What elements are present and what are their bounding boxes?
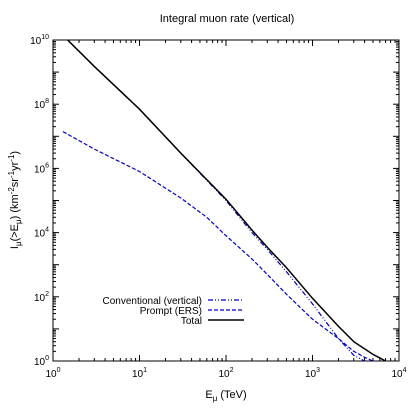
x-tick-label: 104 bbox=[391, 367, 406, 380]
x-tick-label: 101 bbox=[132, 367, 147, 380]
legend: Conventional (vertical)Prompt (ERS)Total bbox=[103, 296, 244, 327]
y-tick-label: 108 bbox=[34, 98, 49, 111]
legend-label: Total bbox=[181, 316, 202, 327]
y-tick-label: 106 bbox=[34, 162, 49, 175]
tick-labels: 100 101 102 103 104 100 102 104 106 108 1010 bbox=[30, 34, 407, 380]
y-tick-label: 102 bbox=[34, 291, 49, 304]
series-line-conventional-vertical bbox=[66, 40, 365, 361]
series-layer bbox=[62, 40, 386, 361]
axis-ticks bbox=[52, 39, 400, 362]
y-axis-label: Iμ(>Eμ) (km-2sr-1yr-1) bbox=[7, 151, 23, 249]
x-tick-label: 103 bbox=[305, 367, 320, 380]
legend-label: Prompt (ERS) bbox=[140, 306, 202, 317]
series-line-prompt-ers bbox=[62, 131, 374, 361]
x-axis-label-main: E bbox=[205, 389, 212, 401]
chart-title: Integral muon rate (vertical) bbox=[160, 13, 295, 25]
y-tick-label: 1010 bbox=[30, 34, 49, 47]
legend-label: Conventional (vertical) bbox=[103, 296, 203, 307]
y-tick-label: 104 bbox=[34, 227, 49, 240]
series-line-total bbox=[66, 40, 386, 361]
plot-frame bbox=[52, 39, 400, 362]
x-axis-label: Eμ (TeV) bbox=[205, 389, 246, 403]
y-tick-label: 100 bbox=[34, 355, 49, 368]
x-tick-label: 102 bbox=[218, 367, 233, 380]
x-axis-label-tail: (TeV) bbox=[217, 389, 246, 401]
x-tick-label: 100 bbox=[45, 367, 60, 380]
x-axis-label-sub: μ bbox=[213, 394, 218, 403]
